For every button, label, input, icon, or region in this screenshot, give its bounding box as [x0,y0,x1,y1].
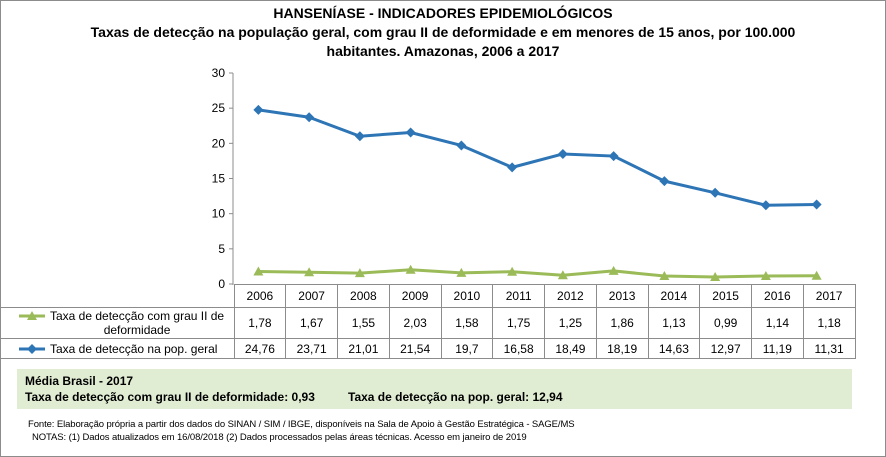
brazil-average-panel: Média Brasil - 2017 Taxa de detecção com… [17,369,852,409]
y-tick-label: 10 [212,207,226,221]
chart-subtitle-line2: habitantes. Amazonas, 2006 a 2017 [326,43,560,59]
y-tick-label: 25 [212,101,226,115]
table-row-years: 2006 2007 2008 2009 2010 2011 2012 2013 2014 2015… [1,284,856,308]
data-point [304,267,315,277]
table-cell-value: 1,18 [802,307,856,339]
legend-key-icon [19,343,45,354]
data-point [456,267,467,277]
data-point [608,151,619,162]
brazil-panel-heading: Média Brasil - 2017 [25,374,134,388]
year-header: 2016 [751,284,804,308]
data-point [659,271,670,281]
source-note: Fonte: Elaboração própria a partir dos d… [28,419,575,430]
table-cell-value: 0,99 [699,307,752,339]
series-0 [253,264,822,282]
table-cell-value: 18,49 [544,338,597,359]
series-legend-label: Taxa de detecção na pop. geral [0,338,235,359]
y-tick-label: 20 [212,136,226,150]
data-point [304,112,315,123]
year-header: 2013 [595,284,649,308]
table-cell-value: 19,7 [440,338,494,359]
series-name: Taxa de detecção com grau II de [50,309,225,323]
data-point [354,131,365,142]
table-cell-value: 1,75 [492,307,545,339]
year-header: 2008 [337,284,390,308]
data-point [253,266,264,276]
y-tick-label: 5 [218,242,225,256]
table-cell-value: 16,58 [492,338,545,359]
year-header: 2015 [699,284,752,308]
table-cell-value: 1,78 [233,307,287,339]
data-table: 2006 2007 2008 2009 2010 2011 2012 2013 2014 2015… [0,284,856,359]
series-layer [253,104,822,282]
table-cell-value: 21,54 [388,338,442,359]
y-tick-label: 0 [218,277,225,291]
year-header: 2006 [233,284,287,308]
table-cell-value: 1,58 [440,307,494,339]
table-cell-value: 1,67 [285,307,338,339]
data-point [811,270,822,280]
data-point [760,270,771,280]
table-cell-value: 2,03 [388,307,442,339]
table-cell-value: 24,76 [233,338,287,359]
year-header: 2011 [492,284,545,308]
brazil-grade2-rate: Taxa de detecção com grau II de deformid… [25,390,315,404]
table-cell-value: 14,63 [647,338,701,359]
series-line-1 [258,108,817,207]
data-point [760,200,771,211]
data-point [456,140,467,151]
table-cell-value: 11,31 [802,338,856,359]
chart-subtitle-line1: Taxas de detecção na população geral, co… [90,24,796,40]
year-header: 2010 [440,284,494,308]
y-tick-label: 15 [212,172,226,186]
series-line-0 [258,268,817,279]
table-cell-value: 11,19 [751,338,804,359]
table-row-general: Taxa de detecção na pop. geral 24,76 23,71… [0,338,856,359]
data-point [507,266,518,276]
data-point [710,272,721,282]
table-cell-value: 1,14 [751,307,804,339]
table-row-grade2: Taxa de detecção com grau II de deformida… [0,307,856,339]
table-cell-value: 12,97 [699,338,752,359]
data-point [354,268,365,278]
table-cell-value: 1,55 [337,307,390,339]
notes: NOTAS: (1) Dados atualizados em 16/08/20… [32,432,527,443]
table-cell-value: 18,19 [595,338,649,359]
data-point [659,176,670,187]
table-cell-value: 1,25 [544,307,597,339]
series-name-cont: deformidade [103,323,171,337]
data-point [253,104,264,115]
legend-key-icon [19,311,45,320]
table-corner [1,285,235,308]
data-point [557,270,568,280]
year-header: 2012 [544,284,597,308]
series-legend-label: Taxa de detecção com grau II de deformida… [0,307,235,339]
data-point [608,265,619,275]
table-cell-value: 1,86 [595,307,649,339]
year-header: 2017 [802,284,856,308]
data-point [811,199,822,210]
data-point [557,148,568,159]
y-tick-label: 30 [212,66,226,80]
data-point [507,162,518,173]
year-header: 2014 [647,284,701,308]
year-header: 2009 [388,284,442,308]
series-name: Taxa de detecção na pop. geral [50,341,218,356]
data-point [710,187,721,198]
line-chart: 0 5 10 15 20 25 30 [212,66,822,291]
table-cell-value: 23,71 [285,338,338,359]
y-axis: 0 5 10 15 20 25 30 [212,66,234,291]
table-cell-value: 1,13 [647,307,701,339]
page-title: HANSENÍASE - INDICADORES EPIDEMIOLÓGICOS [273,5,613,21]
brazil-general-rate: Taxa de detecção na pop. geral: 12,94 [348,390,563,404]
data-point [405,264,416,274]
table-cell-value: 21,01 [337,338,390,359]
year-header: 2007 [285,284,338,308]
data-point [405,127,416,138]
series-1 [253,104,822,211]
